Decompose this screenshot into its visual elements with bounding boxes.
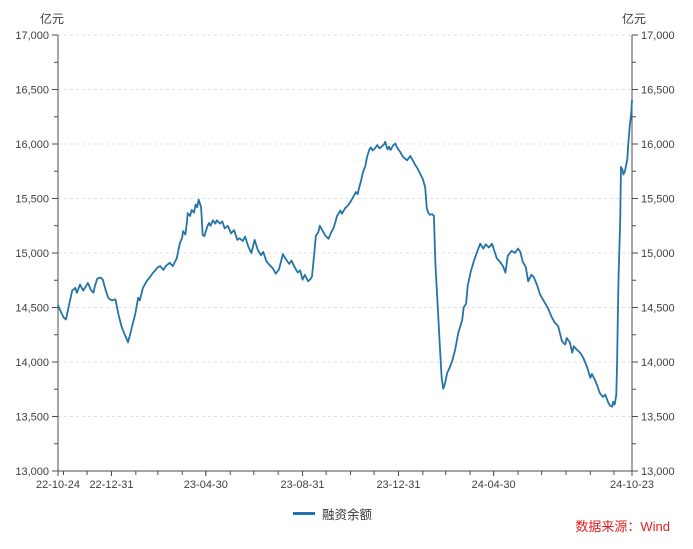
y-tick-label-left: 15,500 [15, 194, 49, 206]
y-tick-label-left: 13,500 [15, 412, 49, 424]
y-tick-label-left: 15,000 [15, 248, 49, 260]
y-tick-label-right: 16,000 [641, 139, 675, 151]
x-tick-label: 24-10-23 [610, 479, 654, 491]
y-tick-label-right: 15,000 [641, 248, 675, 260]
y-tick-label-left: 16,500 [15, 85, 49, 97]
y-axis-unit-left: 亿元 [40, 12, 65, 26]
y-tick-label-right: 13,000 [641, 466, 675, 478]
y-tick-label-right: 14,000 [641, 357, 675, 369]
x-tick-label: 22-12-31 [89, 479, 133, 491]
series-line [57, 99, 633, 408]
x-tick-label: 22-10-24 [36, 479, 80, 491]
y-tick-label-left: 13,000 [15, 466, 49, 478]
y-tick-label-left: 16,000 [15, 139, 49, 151]
x-tick-label: 24-04-30 [472, 479, 516, 491]
y-axis-unit-right: 亿元 [622, 12, 647, 26]
y-tick-label-left: 17,000 [15, 30, 49, 42]
y-tick-label-right: 13,500 [641, 412, 675, 424]
legend-line-swatch [293, 512, 315, 515]
y-tick-label-left: 14,500 [15, 303, 49, 315]
y-tick-label-left: 14,000 [15, 357, 49, 369]
y-tick-label-right: 17,000 [641, 30, 675, 42]
x-tick-label: 23-04-30 [184, 479, 228, 491]
x-tick-label: 23-12-31 [376, 479, 420, 491]
y-tick-label-right: 16,500 [641, 85, 675, 97]
data-source-text: 数据来源：Wind [575, 519, 670, 534]
legend: 融资余额 [293, 504, 372, 523]
y-tick-label-right: 15,500 [641, 194, 675, 206]
legend-label: 融资余额 [322, 508, 373, 522]
y-tick-label-right: 14,500 [641, 303, 675, 315]
x-tick-label: 23-08-31 [281, 479, 325, 491]
